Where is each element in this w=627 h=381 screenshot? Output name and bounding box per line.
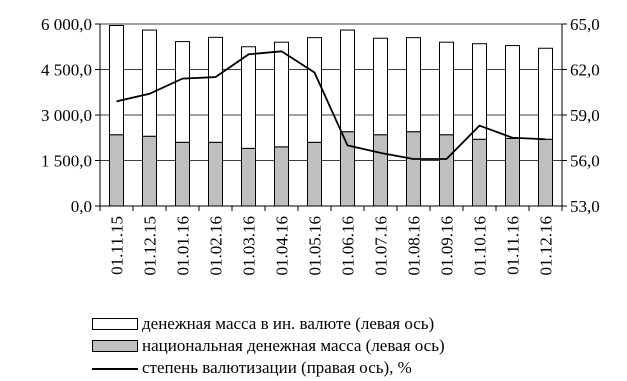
bar-national	[307, 141, 322, 207]
legend-label-dollarization: степень валютизации (правая ось), %	[142, 358, 412, 377]
x-tick-label: 01.11.15	[108, 216, 127, 275]
bar-foreign	[175, 41, 190, 143]
bar-national	[142, 135, 157, 207]
legend-swatch-dollarization	[92, 368, 138, 370]
bar-national	[241, 147, 256, 207]
bar-national	[505, 137, 520, 207]
right-tick-label: 56,0	[570, 152, 600, 171]
x-tick-label: 01.04.16	[273, 216, 292, 276]
bar-foreign	[307, 37, 322, 143]
axes: 0,0 1 500,0 3 000,0 4 500,0 6 000,0 53,0 56,0 5…	[41, 15, 600, 216]
x-tick-label: 01.01.16	[174, 216, 193, 276]
right-tick-label: 59,0	[570, 106, 600, 125]
x-tick-label: 01.11.16	[504, 216, 523, 275]
x-tick-label: 01.10.16	[471, 216, 490, 276]
bar-foreign	[241, 46, 256, 149]
bar-national	[538, 138, 553, 207]
left-tick-label: 4 500,0	[41, 61, 92, 80]
bar-national	[373, 134, 388, 207]
bar-national	[340, 131, 355, 207]
bar-national	[109, 134, 124, 207]
legend-label-national: национальная денежная масса (левая ось)	[142, 336, 445, 355]
x-tick-label: 01.12.15	[141, 216, 160, 276]
x-tick-label: 01.07.16	[372, 216, 391, 276]
left-tick-label: 3 000,0	[41, 106, 92, 125]
x-tick-label: 01.02.16	[207, 216, 226, 276]
legend-item-national: национальная денежная масса (левая ось)	[92, 335, 612, 357]
x-tick-label: 01.08.16	[405, 216, 424, 276]
bar-foreign	[109, 25, 124, 136]
right-tick-label: 53,0	[570, 197, 600, 216]
legend-label-foreign: денежная масса в ин. валюте (левая ось)	[142, 314, 435, 333]
bar-foreign	[373, 37, 388, 136]
x-tick-label: 01.06.16	[339, 216, 358, 276]
x-tick-label: 01.05.16	[306, 216, 325, 276]
bar-national	[175, 141, 190, 207]
bars	[109, 25, 553, 207]
legend-item-foreign: денежная масса в ин. валюте (левая ось)	[92, 313, 612, 335]
legend-item-dollarization: степень валютизации (правая ось), %	[92, 357, 612, 379]
x-tick-label: 01.12.16	[537, 216, 556, 276]
bar-foreign	[406, 37, 421, 133]
left-tick-label: 6 000,0	[41, 15, 92, 34]
bar-national	[208, 141, 223, 207]
gridlines	[100, 23, 562, 161]
x-tick-labels: 01.11.15 01.12.15 01.01.16 01.02.16 01.03.16…	[108, 216, 556, 276]
bar-foreign	[274, 41, 289, 148]
bar-national	[406, 131, 421, 207]
bar-foreign	[142, 29, 157, 137]
x-tick-label: 01.03.16	[240, 216, 259, 276]
left-tick-label: 1 500,0	[41, 152, 92, 171]
x-tick-label: 01.09.16	[438, 216, 457, 276]
right-tick-label: 65,0	[570, 15, 600, 34]
bar-foreign	[340, 29, 355, 133]
bar-national	[439, 134, 454, 207]
bar-foreign	[439, 41, 454, 136]
bar-national	[274, 146, 289, 207]
bar-foreign	[505, 45, 520, 139]
right-tick-label: 62,0	[570, 61, 600, 80]
legend-swatch-foreign	[92, 318, 138, 330]
bar-foreign	[538, 47, 553, 140]
bar-foreign	[472, 43, 487, 140]
left-tick-label: 0,0	[71, 197, 92, 216]
legend-swatch-national	[92, 340, 138, 352]
bar-national	[472, 138, 487, 207]
legend: денежная масса в ин. валюте (левая ось) …	[92, 313, 612, 379]
bar-foreign	[208, 36, 223, 143]
line-series	[116, 50, 546, 160]
dollarization-line	[116, 50, 546, 160]
